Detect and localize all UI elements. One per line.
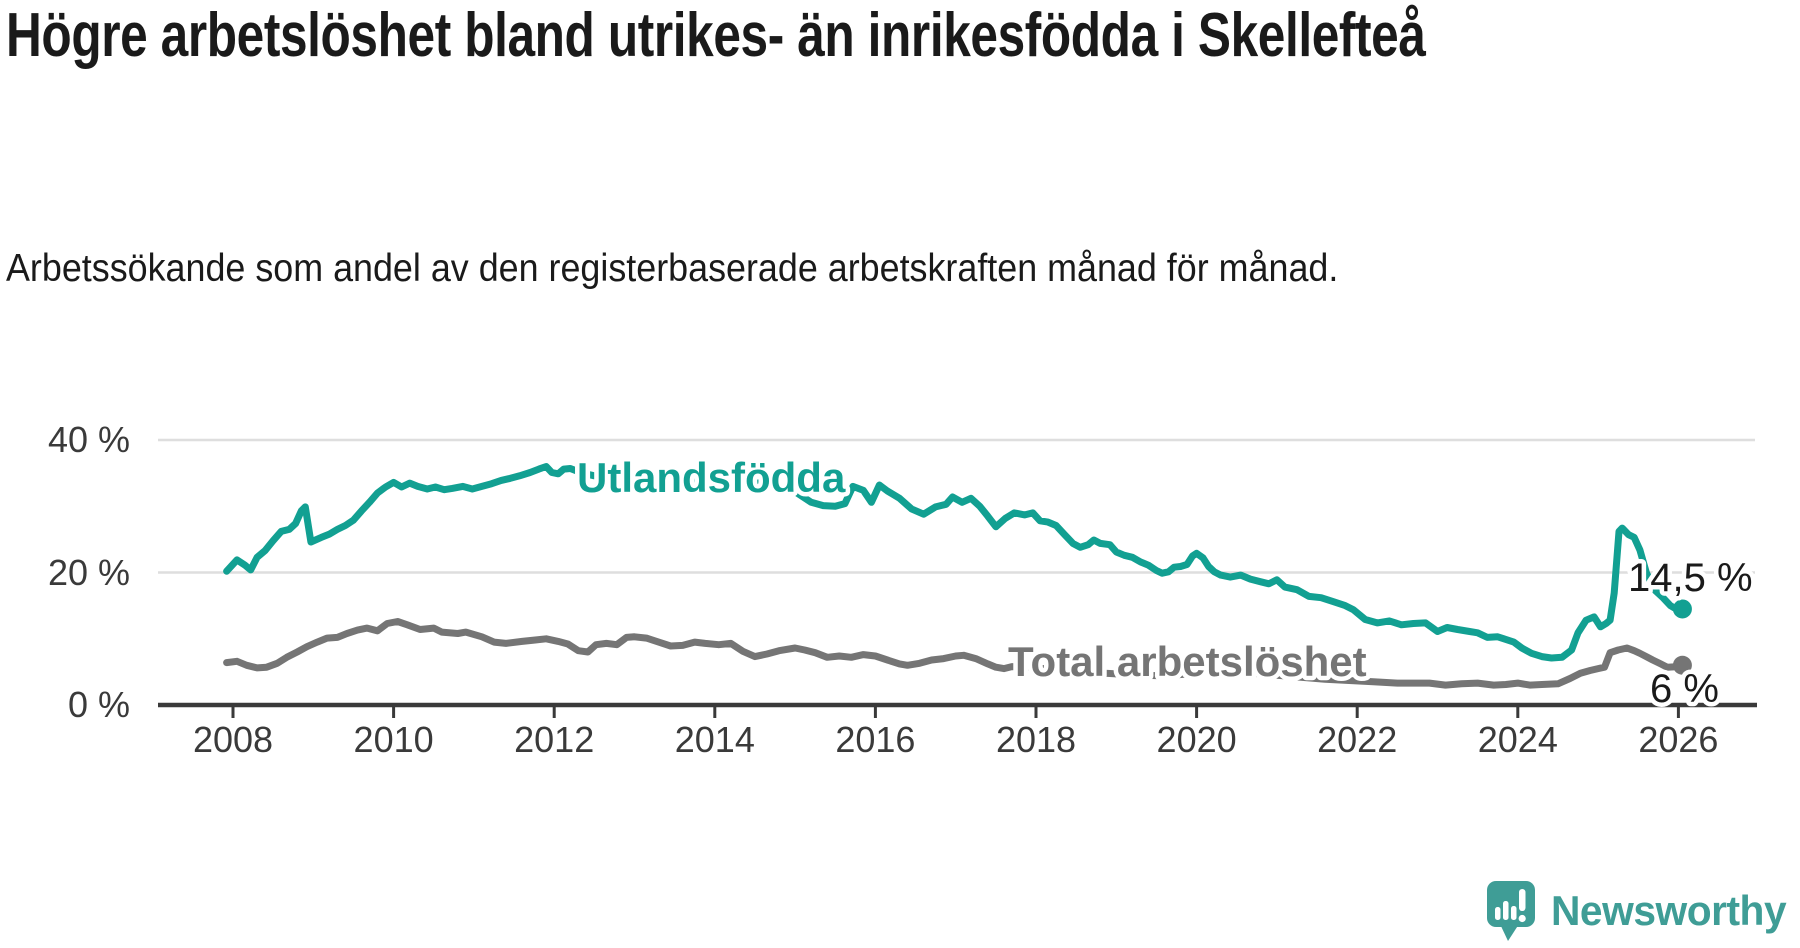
x-axis-layer: 2008 2010 2012 2014 2016 2018 2020 2022 2024 2026: [158, 702, 1757, 760]
series-end-dot-total-arbetsloshet: [1672, 655, 1692, 675]
x-tick-label: 2018: [996, 719, 1076, 760]
x-tick-label: 2024: [1478, 719, 1558, 760]
end-value-label-utlandsfodda: 14,5 %: [1628, 556, 1753, 600]
newsworthy-logo: Newsworthy: [1486, 878, 1793, 944]
y-tick-label-20: 20 %: [48, 552, 130, 593]
brand-name: Newsworthy: [1551, 887, 1787, 934]
series-end-dot-utlandsfodda: [1672, 599, 1692, 619]
page-title: Högre arbetslöshet bland utrikes- än inr…: [6, 1, 1426, 70]
series-line-utlandsfodda: [223, 463, 1686, 662]
y-tick-label-40: 40 %: [48, 419, 130, 460]
x-tick-label: 2016: [835, 719, 915, 760]
end-value-label-total: 6 %: [1650, 667, 1719, 711]
x-tick-label: 2026: [1638, 719, 1718, 760]
series-layer: [223, 463, 1692, 689]
newsworthy-speech-bubble-chart-icon: [1487, 880, 1535, 941]
series-label-utlandsfodda: Utlandsfödda: [577, 454, 846, 501]
x-tick-label: 2010: [354, 719, 434, 760]
x-tick-label: 2022: [1317, 719, 1397, 760]
gridlines-layer: [158, 438, 1755, 574]
x-tick-label: 2008: [193, 719, 273, 760]
x-tick-label: 2012: [514, 719, 594, 760]
chart-subtitle: Arbetssökande som andel av den registerb…: [6, 247, 1339, 290]
x-tick-label: 2014: [675, 719, 755, 760]
y-tick-label-0: 0 %: [68, 684, 130, 725]
x-tick-label: 2020: [1157, 719, 1237, 760]
series-label-total-arbetsloshet: Total arbetslöshet: [1008, 638, 1367, 685]
series-line-total-arbetsloshet: [223, 618, 1686, 689]
